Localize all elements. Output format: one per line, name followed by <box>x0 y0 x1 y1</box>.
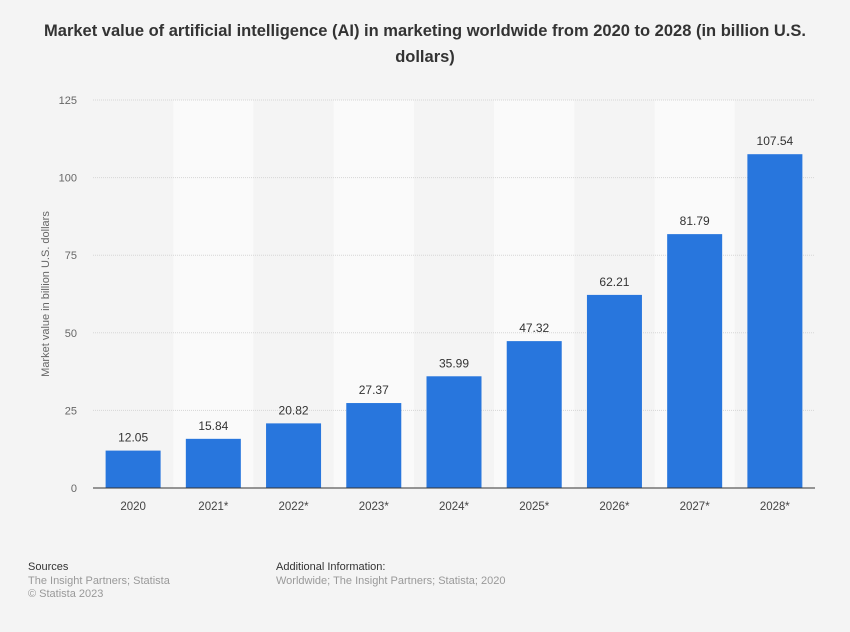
data-label: 35.99 <box>439 356 469 370</box>
sources-label: Sources <box>28 561 69 573</box>
bar-2022 <box>266 423 322 488</box>
chart-title: Market value of artificial intelligence … <box>44 22 806 66</box>
data-label: 47.32 <box>519 321 549 335</box>
data-label: 81.79 <box>680 214 710 228</box>
y-tick-label: 100 <box>59 173 77 185</box>
x-tick-label: 2023* <box>359 501 390 513</box>
bar-2023 <box>346 403 402 488</box>
x-tick-label: 2022* <box>279 501 310 513</box>
data-label: 20.82 <box>279 403 309 417</box>
data-label: 12.05 <box>118 431 148 445</box>
bar-2027 <box>667 234 723 488</box>
y-axis-label: Market value in billion U.S. dollars <box>40 211 52 377</box>
bar-2021 <box>185 438 241 488</box>
data-label: 15.84 <box>198 419 228 433</box>
additional-info-text: Worldwide; The Insight Partners; Statist… <box>276 574 506 587</box>
bar-2024 <box>426 376 482 488</box>
bar-2028 <box>747 154 803 488</box>
x-tick-label: 2025* <box>519 501 550 513</box>
y-tick-label: 0 <box>71 483 77 495</box>
bar-2020 <box>105 450 161 488</box>
data-label: 62.21 <box>599 275 629 289</box>
data-label: 27.37 <box>359 383 389 397</box>
y-tick-label: 25 <box>65 405 77 417</box>
column-band <box>173 100 254 488</box>
additional-info-label: Additional Information: <box>276 561 386 573</box>
x-tick-label: 2026* <box>599 501 630 513</box>
sources-text: The Insight Partners; Statista <box>28 574 170 587</box>
x-tick-label: 2024* <box>439 501 470 513</box>
y-tick-label: 50 <box>65 328 77 340</box>
x-tick-label: 2027* <box>680 501 711 513</box>
sources-block: Sources The Insight Partners; Statista ©… <box>28 561 170 602</box>
data-label: 107.54 <box>757 134 794 148</box>
bar-2025 <box>506 341 562 488</box>
y-tick-label: 125 <box>59 95 77 107</box>
y-tick-label: 75 <box>65 250 77 262</box>
bar-2026 <box>586 294 642 488</box>
x-tick-label: 2021* <box>198 501 229 513</box>
copyright: © Statista 2023 <box>28 588 104 600</box>
additional-info-block: Additional Information: Worldwide; The I… <box>276 561 506 588</box>
x-tick-label: 2028* <box>760 501 791 513</box>
x-tick-label: 2020 <box>120 501 146 513</box>
